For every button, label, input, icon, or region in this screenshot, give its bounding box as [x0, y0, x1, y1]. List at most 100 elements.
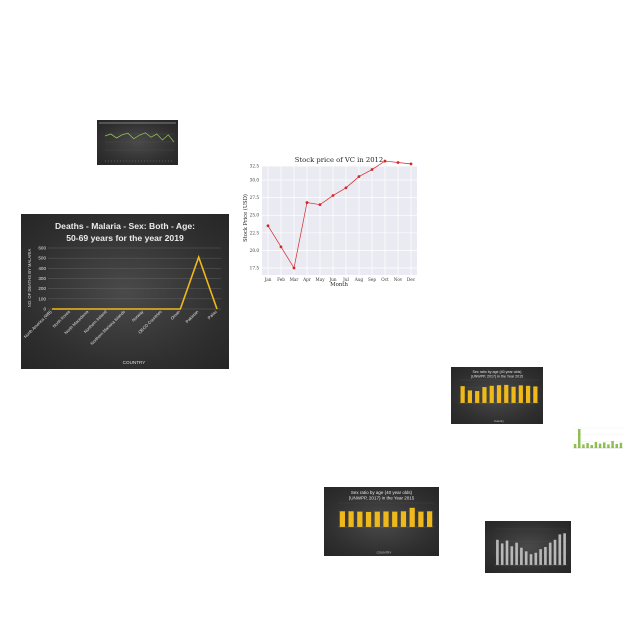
sex-ratio-medium-bar: [348, 511, 354, 527]
sex-ratio-medium-bar: [409, 507, 415, 527]
malaria-y-tick: 500: [38, 256, 46, 261]
sex-ratio-small-bar: [496, 385, 502, 403]
grey-bar-chart: [495, 528, 567, 566]
sex-ratio-medium-chart: Sex ratio by age (40 year olds) (UNWPP, …: [338, 490, 434, 555]
stock-x-tick: Jan: [264, 277, 272, 282]
malaria-y-tick: 600: [38, 246, 46, 251]
stock-y-axis-label: Stock Price (USD): [242, 194, 249, 242]
stock-x-tick: Oct: [381, 277, 389, 282]
stock-x-tick: Mar: [290, 277, 299, 282]
sex-ratio-small-bar: [467, 390, 473, 403]
stock-x-tick: Jun: [328, 277, 336, 282]
grey-bars-bar: [558, 534, 562, 565]
malaria-y-tick: 0: [43, 307, 46, 312]
sex-ratio-small-bar: [533, 386, 538, 403]
grey-bars-bar: [505, 540, 509, 565]
malaria-x-tick: Northern Mariana Islands: [89, 309, 126, 346]
stock-data-point: [383, 159, 387, 163]
sex-ratio-medium-title-1: Sex ratio by age (40 year olds): [351, 490, 413, 495]
grey-bars-panel: [485, 521, 571, 573]
stock-x-axis-label: Month: [330, 282, 348, 288]
malaria-x-tick: North America (WB): [23, 309, 53, 339]
stock-data-point: [370, 168, 374, 171]
sex-ratio-medium-bar: [418, 511, 424, 527]
stock-data-point: [305, 201, 309, 204]
sex-ratio-small-bar: [511, 386, 516, 403]
malaria-y-axis-label: NO. OF DEATHS BY MALARIA: [27, 249, 32, 308]
sex-ratio-medium-title-2: (UNWPP, 2017) in the Year 2015: [349, 496, 415, 501]
stock-chart: Stock price of VC in 2012 Stock Price (U…: [242, 156, 417, 288]
green-bar-chart: [573, 427, 623, 449]
sex-ratio-small-bar: [475, 391, 480, 403]
sex-ratio-small-bar: [518, 385, 523, 403]
stock-y-tick: 17.5: [250, 265, 260, 270]
grey-bars-bar: [529, 554, 533, 565]
sex-ratio-small-panel: Sex ratio by age (40 year olds) (UNWPP, …: [451, 367, 543, 424]
green-bars-bar: [582, 444, 585, 448]
green-bars-bar: [578, 429, 581, 448]
malaria-y-tick: 200: [38, 286, 46, 291]
sex-ratio-small-bar: [482, 387, 487, 403]
stock-data-point: [409, 162, 413, 166]
grey-bars-bar: [534, 552, 538, 565]
green-bars-bar: [598, 443, 602, 448]
green-bars-bar: [590, 445, 593, 448]
sex-ratio-medium-bar: [357, 511, 363, 527]
stock-data-point: [266, 224, 270, 228]
grey-bars-bar: [548, 542, 552, 565]
malaria-x-axis-label: COUNTRY: [123, 360, 146, 365]
green-bars-bar: [611, 441, 614, 448]
grey-bars-bar: [500, 543, 504, 565]
sex-ratio-medium-bar: [365, 511, 372, 527]
grey-bars-bar: [496, 539, 499, 565]
sex-ratio-small-chart: Sex ratio by age (40 year olds) (UNWPP, …: [459, 370, 539, 423]
sex-ratio-small-x-label: Country: [494, 419, 504, 423]
stock-data-point: [396, 161, 400, 164]
stock-x-tick: Dec: [407, 277, 416, 282]
malaria-x-tick: Pakistan: [184, 309, 199, 324]
malaria-title-line-1: Deaths - Malaria - Sex: Both - Age:: [55, 221, 195, 231]
sex-ratio-small-bar: [489, 385, 494, 403]
stock-x-tick: Jul: [342, 277, 349, 282]
green-bars-bar: [573, 444, 577, 448]
stock-y-tick: 20.0: [250, 248, 260, 253]
grey-bars-bar: [524, 551, 528, 565]
sex-ratio-small-title-2: (UNWPP, 2017) in the Year 2015: [471, 375, 523, 379]
grey-bars-bar: [520, 547, 523, 565]
stock-title: Stock price of VC in 2012: [295, 156, 383, 164]
stock-data-point: [357, 175, 361, 178]
stock-chart-panel: Stock price of VC in 2012 Stock Price (U…: [238, 152, 420, 290]
stock-data-point: [292, 266, 296, 270]
stock-x-tick: Aug: [354, 277, 364, 282]
malaria-chart-panel: Deaths - Malaria - Sex: Both - Age: 50-6…: [21, 214, 229, 369]
grey-bars-bar: [544, 547, 547, 565]
green-bars-bar: [615, 444, 618, 448]
stock-y-tick: 25.0: [250, 213, 260, 218]
sex-ratio-medium-bar: [392, 511, 398, 527]
sex-ratio-medium-bar: [339, 511, 345, 527]
sex-ratio-medium-bar: [427, 511, 433, 527]
grey-bars-bar: [510, 546, 514, 565]
malaria-series-line: [52, 254, 218, 310]
malaria-x-tick: Norway: [131, 309, 145, 323]
sex-ratio-medium-bar: [383, 511, 389, 527]
stock-y-tick: 30.0: [250, 178, 260, 183]
malaria-y-tick: 100: [38, 296, 46, 301]
grey-bars-bar: [539, 549, 542, 565]
green-thumb-series-line: [104, 132, 175, 143]
grey-bars-bar: [553, 539, 557, 565]
grey-bars-bar: [515, 542, 518, 565]
stock-x-tick: Apr: [302, 277, 311, 282]
stock-data-point: [344, 186, 348, 190]
malaria-y-tick: 300: [38, 276, 46, 281]
sex-ratio-small-bar: [525, 385, 531, 403]
sex-ratio-small-bar: [460, 386, 465, 403]
green-line-chart: [99, 122, 176, 162]
green-bars-bar: [594, 442, 598, 448]
malaria-title-line-2: 50-69 years for the year 2019: [66, 233, 184, 243]
stock-data-point: [318, 203, 322, 207]
sex-ratio-medium-panel: Sex ratio by age (40 year olds) (UNWPP, …: [324, 487, 439, 556]
malaria-chart: Deaths - Malaria - Sex: Both - Age: 50-6…: [23, 221, 221, 365]
green-bars-bar: [619, 442, 623, 448]
stock-x-tick: Feb: [277, 277, 285, 282]
